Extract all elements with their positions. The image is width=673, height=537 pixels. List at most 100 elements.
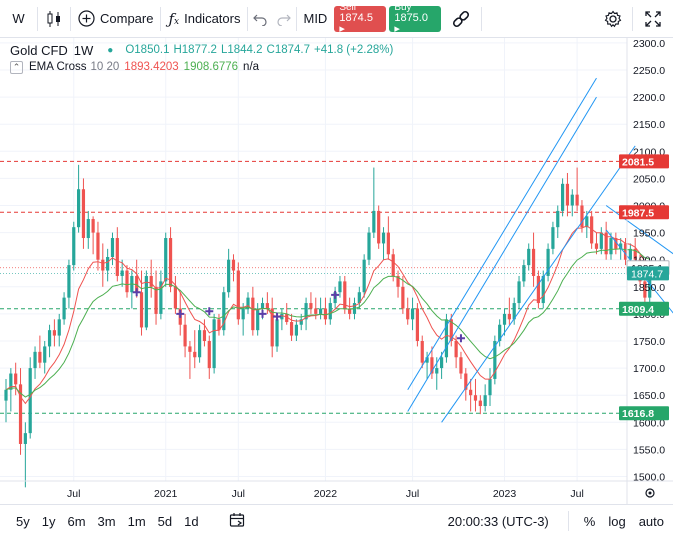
candle-body: [527, 248, 531, 266]
candle-body: [633, 248, 637, 260]
candle-body: [415, 308, 419, 341]
buy-price: 1875.0 ▸: [394, 12, 428, 35]
candle-body: [217, 319, 221, 331]
candle-body: [440, 357, 444, 369]
auto-toggle[interactable]: auto: [638, 513, 664, 529]
ascending-channel-line: [407, 96, 597, 412]
candle-body: [546, 248, 550, 276]
range-button-6m[interactable]: 6m: [67, 513, 86, 529]
range-button-5d[interactable]: 5d: [157, 513, 173, 529]
candle-body: [512, 303, 516, 320]
close-value: C1874.7: [266, 44, 311, 56]
time-tick-label: Jul: [570, 488, 583, 500]
candle-body: [623, 243, 628, 260]
candle-body: [173, 286, 177, 309]
axis-gear-icon: [645, 488, 655, 498]
candle-body: [643, 281, 647, 298]
redo-button[interactable]: [272, 0, 296, 38]
time-tick-label: 2023: [493, 488, 517, 500]
time-display[interactable]: 20:00:33 (UTC-3): [447, 513, 549, 529]
candle-body: [23, 433, 27, 444]
candle-body: [575, 194, 579, 206]
candle-body: [348, 308, 352, 314]
descending-channel-line: [605, 205, 673, 255]
candle-body: [193, 351, 197, 358]
candle-body: [275, 319, 279, 347]
candle-body: [38, 351, 42, 363]
range-button-5y[interactable]: 5y: [16, 513, 30, 529]
buy-button[interactable]: Buy 1875.0 ▸: [389, 2, 442, 35]
candle-body: [493, 341, 497, 379]
range-button-3m[interactable]: 3m: [97, 513, 116, 529]
range-button-1m[interactable]: 1m: [127, 513, 146, 529]
price-tick-label: 2200.0: [633, 92, 665, 104]
candle-body: [251, 297, 255, 331]
candle-body: [294, 324, 298, 336]
candle-body: [561, 183, 565, 211]
candle-body: [96, 232, 100, 260]
buy-label: Buy: [394, 2, 412, 13]
candle-body: [183, 324, 187, 347]
candle-body: [168, 238, 173, 287]
add-circle-icon: [78, 10, 95, 27]
candle-body: [502, 313, 507, 325]
price-label-bg: [627, 266, 669, 281]
symbol-name[interactable]: Gold CFD: [10, 42, 68, 58]
candle-body: [580, 205, 584, 228]
candle-body: [565, 183, 570, 206]
candle-body: [367, 232, 371, 260]
price-tick-label: 2150.0: [633, 119, 665, 131]
candle-body: [469, 389, 473, 396]
settings-button[interactable]: [594, 0, 632, 38]
candle-body: [531, 248, 536, 276]
candle-body: [154, 286, 158, 314]
candle-body: [101, 259, 105, 271]
percent-toggle[interactable]: %: [583, 513, 596, 529]
candle-body: [401, 286, 405, 309]
indicator-name[interactable]: EMA Cross: [29, 61, 87, 73]
axis-settings-button[interactable]: [645, 488, 655, 498]
candle-body: [227, 259, 231, 293]
trade-link-button[interactable]: [441, 0, 481, 38]
candle-body: [159, 281, 163, 314]
range-button-1y[interactable]: 1y: [41, 513, 56, 529]
chart-type-button[interactable]: [38, 0, 70, 38]
compare-button[interactable]: Compare: [71, 0, 160, 38]
collapse-legend-icon[interactable]: ⌃: [10, 60, 23, 74]
candle-body: [585, 216, 589, 228]
price-chart[interactable]: 1500.01550.01600.01650.01700.01750.01800…: [0, 38, 673, 504]
candle-body: [135, 275, 139, 293]
link-icon: [451, 9, 471, 29]
ema-cross-marker: [132, 288, 141, 297]
price-tick-label: 1700.0: [633, 363, 665, 375]
range-button-1d[interactable]: 1d: [184, 513, 199, 529]
candle-body: [536, 275, 540, 304]
candle-body: [648, 273, 652, 298]
high-value: H1877.2: [173, 44, 217, 56]
log-toggle[interactable]: log: [608, 513, 626, 529]
mid-label: MID: [297, 0, 331, 38]
symbol-interval: 1W: [73, 42, 94, 58]
candle-body: [594, 243, 599, 249]
sell-button[interactable]: Sell 1874.5 ▸: [334, 2, 387, 35]
candle-body: [309, 303, 313, 309]
candle-body: [381, 232, 386, 244]
open-value: O1850.1: [125, 44, 170, 56]
ema-slow-line: [5, 248, 650, 398]
fullscreen-button[interactable]: [633, 0, 673, 38]
candle-body: [478, 400, 482, 407]
ema-fast-value: 1893.4203: [124, 61, 179, 73]
goto-date-button[interactable]: [229, 512, 245, 531]
level-label: 1616.8: [622, 408, 654, 420]
time-tick-label: 2021: [154, 488, 178, 500]
interval-button[interactable]: W: [0, 0, 37, 38]
candle-body: [459, 357, 463, 374]
change-value: +41.8 (+2.28%): [314, 44, 394, 56]
gear-icon: [604, 10, 622, 28]
candle-body: [488, 378, 492, 396]
candle-body: [498, 324, 502, 341]
undo-button[interactable]: [248, 0, 272, 38]
